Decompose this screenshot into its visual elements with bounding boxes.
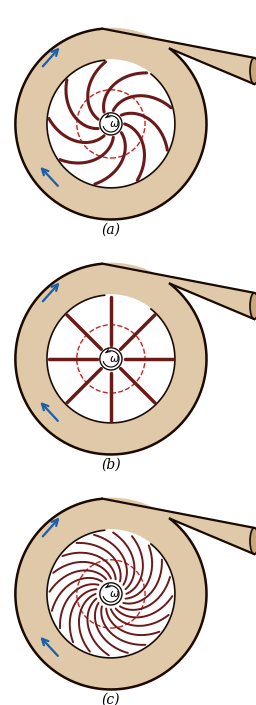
Ellipse shape: [250, 528, 256, 554]
Polygon shape: [103, 264, 254, 319]
Circle shape: [47, 530, 175, 658]
Polygon shape: [103, 498, 254, 554]
Circle shape: [100, 113, 122, 135]
Text: $\omega$: $\omega$: [109, 589, 120, 599]
Polygon shape: [103, 29, 254, 84]
Text: (a): (a): [101, 223, 120, 237]
Circle shape: [47, 60, 175, 188]
Text: $\omega$: $\omega$: [109, 354, 120, 364]
Ellipse shape: [250, 293, 256, 319]
Circle shape: [100, 583, 122, 605]
Circle shape: [47, 295, 175, 423]
Ellipse shape: [250, 58, 256, 84]
Circle shape: [15, 498, 207, 689]
Text: (b): (b): [101, 458, 121, 472]
Text: (c): (c): [102, 693, 120, 705]
Circle shape: [100, 348, 122, 370]
Text: $\omega$: $\omega$: [109, 119, 120, 129]
Circle shape: [15, 28, 207, 219]
Circle shape: [15, 264, 207, 455]
